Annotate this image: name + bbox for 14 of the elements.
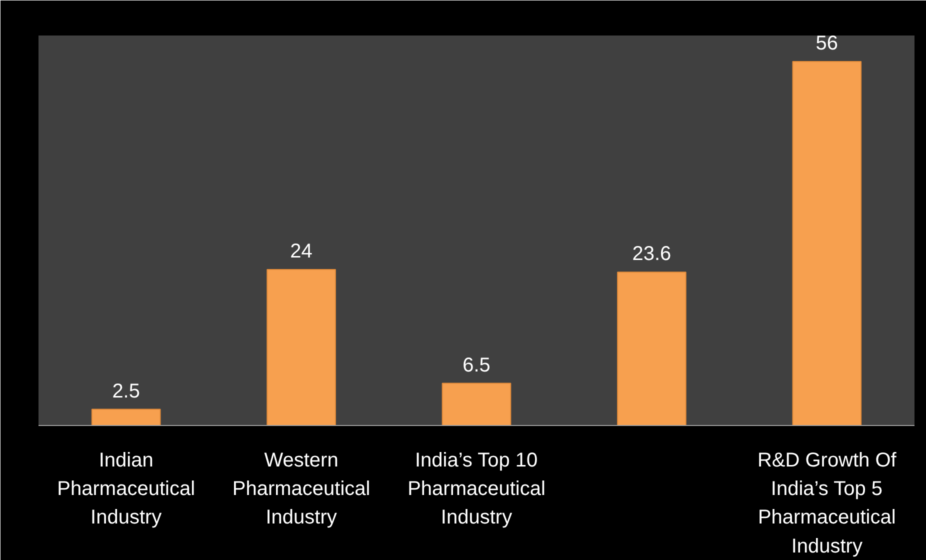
data-label: 2.5 bbox=[112, 380, 140, 402]
data-label: 24 bbox=[290, 240, 312, 262]
x-tick-label: Western Pharmaceutical Industry bbox=[232, 450, 370, 529]
x-tick-label: Indian Pharmaceutical Industry bbox=[57, 450, 196, 529]
bar bbox=[792, 61, 862, 426]
bar bbox=[617, 272, 686, 426]
data-label: 23.6 bbox=[632, 243, 672, 266]
bar bbox=[442, 382, 512, 426]
x-tick-label: R&D Growth Of India’s Top 5 Pharmaceutical Industry bbox=[757, 450, 897, 558]
bar bbox=[91, 408, 161, 426]
data-label: 56 bbox=[816, 32, 838, 54]
x-tick-label: India’s Top 10 Pharmaceutical Industry bbox=[408, 450, 546, 529]
data-label: 6.5 bbox=[462, 354, 490, 376]
bar bbox=[266, 269, 336, 426]
